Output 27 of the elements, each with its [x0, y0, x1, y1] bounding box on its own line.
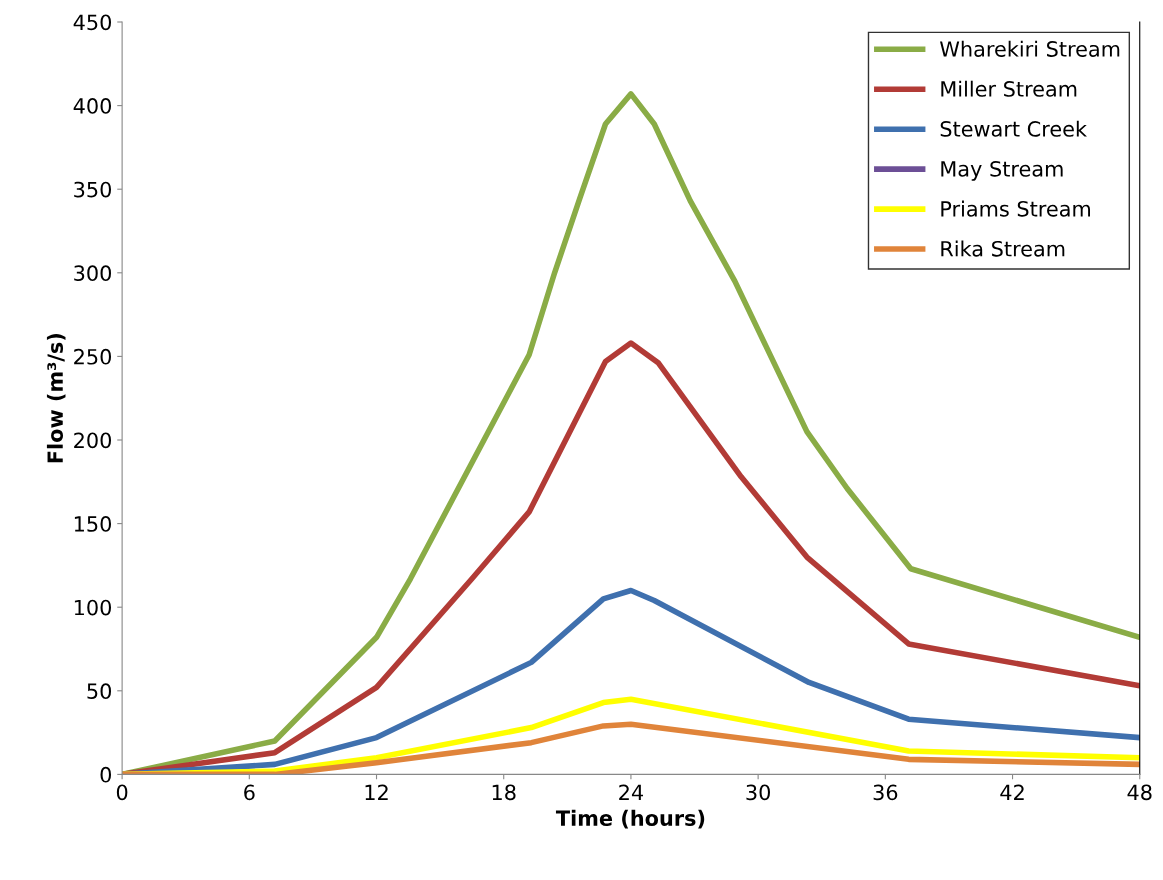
legend-label: Rika Stream [941, 240, 1065, 257]
legend-label: Miller Stream [941, 80, 1077, 97]
x-tick-label: 6 [244, 784, 255, 801]
y-tick-label: 450 [73, 14, 112, 31]
x-tick-label: 36 [873, 784, 898, 801]
y-tick-label: 50 [87, 683, 112, 700]
y-tick-label: 400 [73, 98, 112, 114]
legend-label: May Stream [941, 160, 1063, 181]
legend-label: Wharekiri Stream [940, 40, 1120, 57]
x-tick-label: 30 [746, 784, 770, 801]
legend-label: Priams Stream [941, 200, 1090, 217]
x-axis-title: Time (hours) [555, 809, 705, 829]
y-axis-title: Flow (m³/s) [46, 333, 66, 463]
x-tick-label: 0 [116, 784, 128, 801]
y-tick-label: 100 [74, 599, 112, 616]
x-tick-label: 24 [619, 784, 644, 800]
x-tick-label: 18 [492, 784, 516, 801]
y-tick-label: 300 [74, 265, 112, 282]
y-tick-label: 150 [74, 516, 112, 532]
x-tick-label: 42 [1000, 784, 1024, 800]
x-tick-label: 12 [365, 784, 388, 800]
y-tick-label: 350 [74, 181, 112, 198]
legend-label: Stewart Creek [940, 120, 1087, 137]
y-tick-label: 0 [100, 766, 112, 783]
x-tick-label: 48 [1127, 784, 1152, 801]
y-tick-label: 250 [74, 348, 112, 365]
y-tick-label: 200 [74, 432, 112, 449]
